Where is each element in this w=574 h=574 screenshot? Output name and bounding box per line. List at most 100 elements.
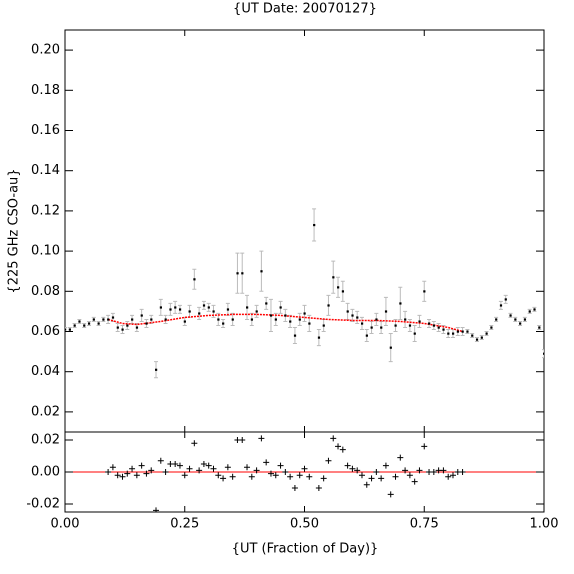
data-point [107, 318, 110, 321]
residual-point [181, 472, 188, 479]
data-point [269, 314, 273, 317]
y-tick-label: 0.00 [31, 465, 60, 480]
y-tick-label: -0.02 [26, 497, 60, 512]
data-point [236, 272, 239, 275]
data-point [533, 308, 536, 311]
data-point [126, 324, 129, 327]
residual-point [186, 465, 193, 472]
data-point [308, 322, 311, 325]
residual-point [320, 475, 327, 482]
data-point [164, 318, 167, 321]
data-point [322, 324, 325, 327]
residual-point [153, 507, 160, 512]
data-point [404, 318, 407, 321]
x-tick-label: 0.00 [51, 517, 80, 532]
residual-point [105, 469, 112, 475]
residual-plot [65, 395, 544, 512]
data-point [303, 312, 306, 315]
residual-point [421, 443, 428, 450]
data-point [346, 310, 349, 313]
residual-point [258, 435, 265, 442]
residual-point [344, 462, 351, 469]
data-point [442, 328, 445, 331]
data-point [380, 326, 383, 329]
residual-point [263, 459, 270, 466]
residual-point [229, 473, 236, 480]
data-point [408, 324, 412, 327]
residual-point [392, 473, 399, 480]
data-point [284, 314, 287, 317]
data-point [135, 326, 139, 329]
data-point [451, 332, 455, 335]
data-point [317, 336, 321, 339]
residual-point [124, 470, 131, 477]
data-point [212, 310, 215, 313]
data-point [370, 326, 373, 329]
residual-point [430, 469, 437, 475]
data-point [92, 318, 95, 321]
fit-line [107, 313, 463, 333]
residual-point [109, 464, 116, 471]
data-point [198, 312, 201, 315]
y-tick-label: 0.18 [31, 83, 60, 98]
residual-point [378, 475, 385, 482]
residual-point [416, 467, 423, 474]
residual-point [354, 467, 361, 474]
data-point [289, 320, 292, 323]
data-point [97, 322, 100, 325]
data-point [178, 308, 182, 311]
residual-point [325, 457, 332, 464]
data-point [504, 298, 507, 301]
data-point [447, 332, 450, 335]
residual-point [210, 465, 217, 472]
data-point [131, 318, 134, 321]
residual-point [402, 467, 409, 474]
residual-point [363, 481, 370, 488]
data-point [159, 306, 162, 309]
data-point [327, 304, 330, 307]
residual-point [349, 465, 356, 472]
residual-point [205, 462, 212, 469]
data-point [116, 326, 119, 329]
residual-point [148, 467, 155, 474]
residual-point [296, 472, 303, 479]
residual-point [176, 462, 183, 469]
x-tick-label: 0.75 [410, 517, 439, 532]
data-point [356, 316, 359, 319]
residual-point [133, 472, 140, 479]
residual-point [220, 475, 227, 482]
residual-point [339, 446, 346, 453]
data-point [250, 318, 254, 321]
residual-point [215, 472, 222, 479]
data-point [174, 306, 177, 309]
data-point [509, 314, 512, 317]
data-point [389, 346, 392, 349]
data-point [155, 368, 158, 371]
error-bar [542, 349, 544, 359]
residual-point [311, 395, 317, 401]
residual-point [191, 440, 198, 447]
residual-point [382, 462, 389, 469]
data-point [207, 306, 210, 309]
data-point [78, 320, 81, 323]
data-point [313, 223, 316, 227]
data-point [485, 332, 488, 335]
data-point [341, 290, 345, 293]
data-point [423, 290, 426, 293]
data-point [279, 306, 282, 309]
data-point [83, 324, 86, 327]
residual-point [282, 469, 289, 475]
data-point [375, 318, 378, 321]
data-point [351, 314, 354, 317]
y-tick-label: 0.06 [31, 324, 60, 339]
residual-point [301, 465, 308, 472]
data-point [480, 336, 483, 339]
data-point [169, 308, 172, 311]
residual-point [440, 467, 447, 474]
data-point [399, 302, 402, 305]
data-point [413, 332, 416, 335]
data-point [298, 318, 301, 321]
data-point [475, 338, 479, 341]
data-point [193, 278, 196, 281]
data-point [466, 330, 469, 333]
